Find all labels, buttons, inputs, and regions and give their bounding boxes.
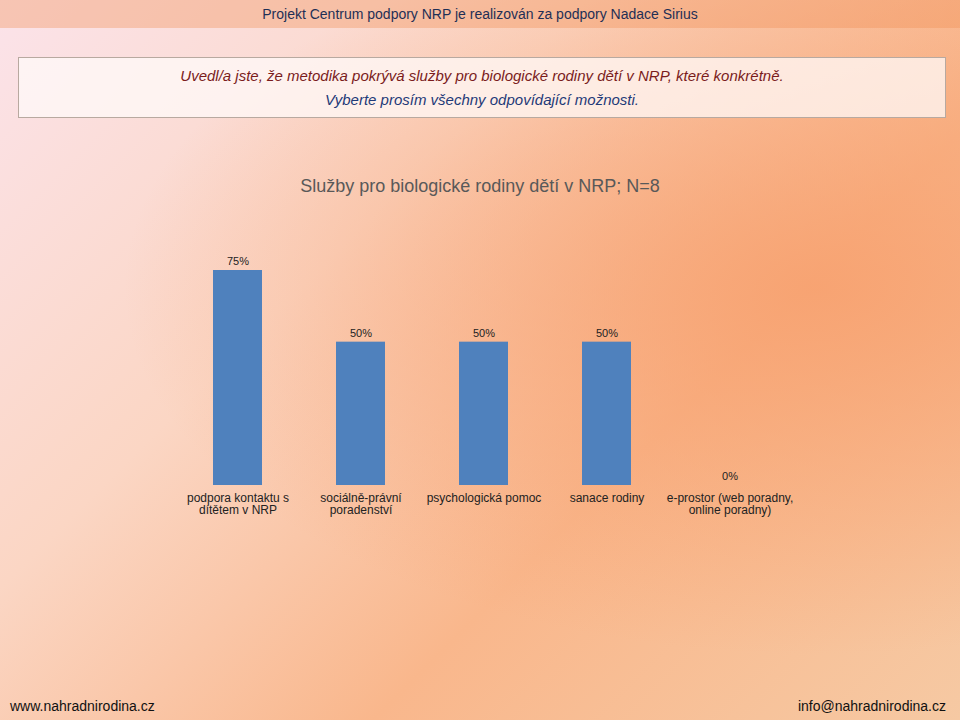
html-text:Služby pro biologické rodiny d: Služby pro biologické rodiny dětí v NRP;… [300, 176, 660, 196]
html-text:Vyberte prosím všechny odpovíd: Vyberte prosím všechny odpovídající možn… [325, 91, 639, 108]
svg-text:sociálně-právníporadenství: sociálně-právníporadenství [320, 491, 402, 517]
html-text:www.nahradnirodina.cz: www.nahradnirodina.cz [10, 698, 155, 714]
html-text:info@nahradnirodina.cz: info@nahradnirodina.cz [797, 698, 946, 714]
svg-text:podpora kontaktu sdítětem v NR: podpora kontaktu sdítětem v NRP [187, 491, 289, 517]
svg-text:75%: 75% [227, 255, 249, 267]
svg-text:sanace rodiny: sanace rodiny [570, 491, 645, 505]
html-text:Projekt Centrum podpory NRP je: Projekt Centrum podpory NRP je realizová… [262, 6, 698, 22]
svg-text:50%: 50% [350, 327, 372, 339]
svg-text:psychologická pomoc: psychologická pomoc [427, 491, 542, 505]
html-text:Uvedl/a jste, že metodika pokr: Uvedl/a jste, že metodika pokrývá služby… [180, 67, 784, 84]
svg-text:e-prostor (web poradny,online: e-prostor (web poradny,online poradny) [667, 491, 794, 517]
svg-text:50%: 50% [596, 327, 618, 339]
svg-text:0%: 0% [722, 470, 738, 482]
svg-text:50%: 50% [473, 327, 495, 339]
